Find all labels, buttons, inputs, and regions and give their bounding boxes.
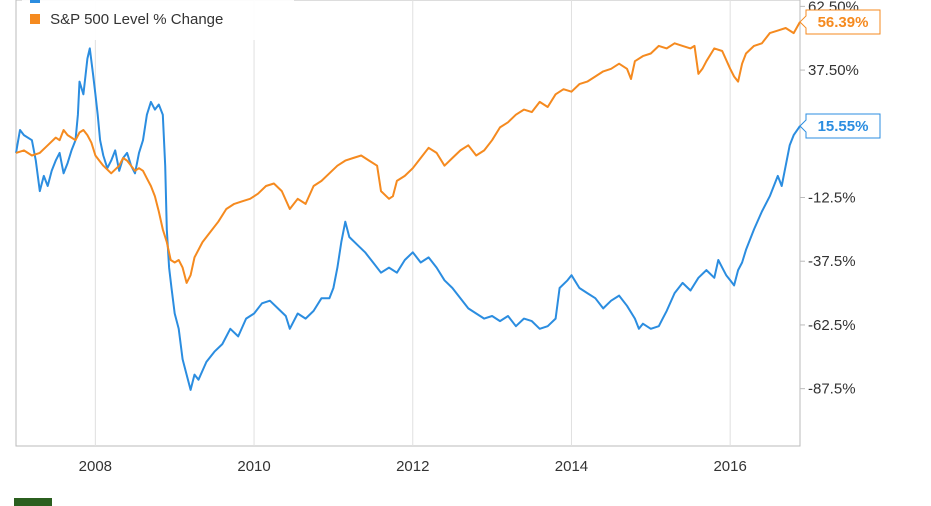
publisher-logo xyxy=(14,498,52,506)
series-line-1[interactable] xyxy=(15,47,801,391)
y-tick-label: -37.5% xyxy=(808,253,856,270)
x-tick-label: 2012 xyxy=(396,458,429,475)
end-label-series-2: 56.39% xyxy=(799,9,881,35)
legend-swatch-sp500 xyxy=(30,14,40,24)
legend: S&P 500 Level % Change xyxy=(22,0,294,40)
end-labels: 15.55% 56.39% xyxy=(799,9,881,139)
plot-area xyxy=(15,0,801,447)
x-tick-label: 2010 xyxy=(237,458,270,475)
x-tick-label: 2008 xyxy=(79,458,112,475)
vertical-gridlines xyxy=(94,0,731,446)
y-tick-label: 37.50% xyxy=(808,62,859,79)
x-axis-ticks: 2008 2010 2012 2014 2016 xyxy=(79,458,747,475)
svg-text:56.39%: 56.39% xyxy=(818,14,869,31)
x-tick-label: 2016 xyxy=(713,458,746,475)
y-tick-label: -12.5% xyxy=(808,190,856,207)
y-tick-label: -87.5% xyxy=(808,381,856,398)
svg-text:15.55%: 15.55% xyxy=(818,118,869,135)
y-tick-label: -62.5% xyxy=(808,317,856,334)
legend-label-sp500: S&P 500 Level % Change xyxy=(50,11,224,28)
series-line-2[interactable] xyxy=(15,21,801,284)
x-tick-label: 2014 xyxy=(555,458,588,475)
legend-item-series-1[interactable] xyxy=(30,0,46,7)
y-axis-ticks: 62.50%37.50%-12.5%-37.5%-62.5%-87.5% xyxy=(800,0,859,398)
legend-swatch-series-1 xyxy=(30,0,40,3)
series-layer xyxy=(15,21,801,391)
legend-item-sp500[interactable]: S&P 500 Level % Change xyxy=(30,11,223,28)
end-label-series-1: 15.55% xyxy=(799,113,881,139)
